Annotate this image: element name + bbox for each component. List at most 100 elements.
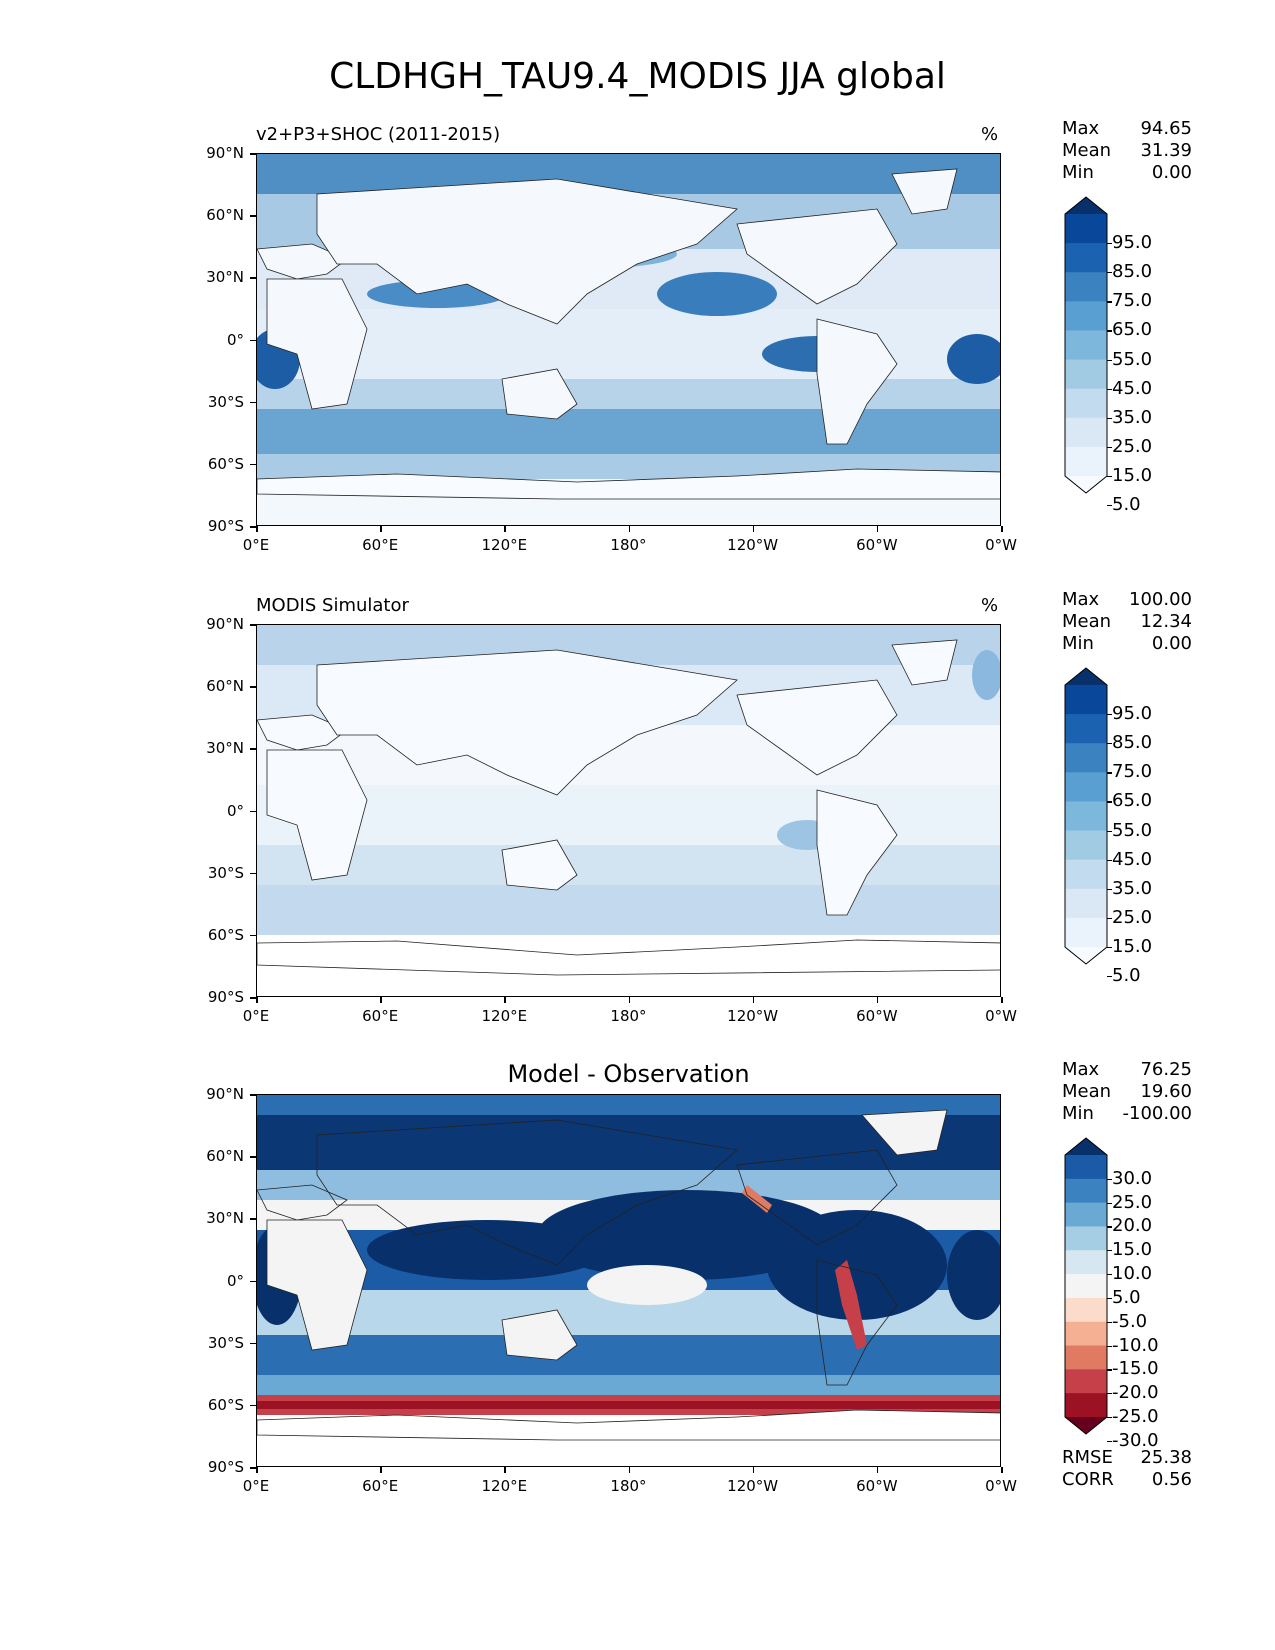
panel-1-map xyxy=(256,153,1001,526)
colorbar-tick xyxy=(1107,976,1112,978)
colorbar-panel-2 xyxy=(1064,667,1108,965)
lon-tick xyxy=(876,1467,879,1473)
stat-value: 100.00 xyxy=(1129,589,1192,610)
lon-tick-label: 60°W xyxy=(856,1007,898,1025)
lat-tick-label: 0° xyxy=(226,801,244,820)
stat-label: Min xyxy=(1062,162,1094,183)
colorbar-label: 15.0 xyxy=(1112,936,1153,957)
colorbar-tick xyxy=(1107,505,1112,507)
lat-tick-label: 90°S xyxy=(207,1458,244,1476)
corr-label: CORR xyxy=(1062,1469,1114,1490)
colorbar-label: 25.0 xyxy=(1112,435,1153,457)
colorbar-band xyxy=(1065,685,1107,715)
lon-tick-label: 120°E xyxy=(481,1007,528,1025)
colorbar-label: 65.0 xyxy=(1112,790,1153,812)
lat-tick xyxy=(250,1218,256,1220)
colorbar-band xyxy=(1065,243,1107,273)
lat-tick xyxy=(250,153,256,155)
colorbar-tick xyxy=(1107,1250,1112,1252)
colorbar-band xyxy=(1065,1345,1107,1370)
colorbar-tick xyxy=(1107,772,1112,774)
colorbar-tick xyxy=(1107,476,1112,478)
stat-value: 12.34 xyxy=(1140,611,1192,632)
lon-tick xyxy=(752,526,755,532)
colorbar-tick xyxy=(1107,359,1112,361)
panel-1-units: % xyxy=(981,124,999,145)
colorbar-label: 30.0 xyxy=(1112,1167,1153,1189)
colorbar-bottom-extend xyxy=(1065,1417,1107,1434)
colorbar-band xyxy=(1065,830,1107,861)
lon-tick xyxy=(876,526,879,532)
colorbar-tick xyxy=(1107,1345,1112,1347)
lon-tick xyxy=(628,997,630,1003)
lat-tick-label: 30°S xyxy=(207,392,244,411)
colorbar-band xyxy=(1065,1250,1107,1275)
lon-tick xyxy=(876,997,879,1003)
lon-tick xyxy=(380,997,382,1003)
lat-tick-label: 30°S xyxy=(207,1333,244,1352)
colorbar-label: -15.0 xyxy=(1112,1358,1159,1380)
lon-tick xyxy=(380,526,382,532)
colorbar-band xyxy=(1065,1297,1107,1323)
lon-tick-label: 0°E xyxy=(242,536,270,554)
stat-label: Mean xyxy=(1062,1081,1112,1102)
stat-label: Min xyxy=(1062,633,1094,654)
lat-tick-label: 60°N xyxy=(206,206,244,225)
colorbar-tick xyxy=(1107,446,1112,449)
lat-tick xyxy=(250,277,256,279)
colorbar-tick xyxy=(1107,830,1112,832)
lon-tick-label: 120°W xyxy=(727,1007,779,1025)
colorbar-panel-3 xyxy=(1064,1137,1108,1435)
lat-tick xyxy=(250,997,256,999)
lat-tick-label: 90°N xyxy=(206,615,244,633)
colorbar-label: 25.0 xyxy=(1112,906,1153,928)
stat-label: Max xyxy=(1062,589,1100,610)
colorbar-tick xyxy=(1107,417,1112,419)
lat-tick xyxy=(250,215,256,217)
lat-tick xyxy=(250,686,256,688)
lon-tick-label: 60°W xyxy=(856,536,898,554)
stat-value: 76.25 xyxy=(1140,1059,1192,1080)
stat-label: Mean xyxy=(1062,611,1112,632)
colorbar-label: -10.0 xyxy=(1112,1334,1159,1356)
stat-value: 19.60 xyxy=(1140,1081,1192,1102)
lon-tick xyxy=(1001,997,1003,1003)
colorbar-tick xyxy=(1107,1178,1112,1180)
panel-2-stats: Max 100.00 Mean 12.34 Min 0.00 xyxy=(1062,589,1192,655)
stat-value: 0.00 xyxy=(1151,633,1192,654)
panel-3-stats: Max 76.25 Mean 19.60 Min -100.00 xyxy=(1062,1059,1192,1125)
colorbar-label: 15.0 xyxy=(1112,465,1153,486)
colorbar-label: -20.0 xyxy=(1112,1382,1159,1404)
colorbar-band xyxy=(1065,859,1107,890)
colorbar-label: -5.0 xyxy=(1112,1310,1148,1332)
colorbar-tick xyxy=(1107,272,1112,274)
colorbar-top-extend xyxy=(1065,1138,1107,1155)
lat-tick-label: 90°S xyxy=(207,988,244,1006)
panel-2-units: % xyxy=(981,595,999,616)
colorbar-band xyxy=(1065,714,1107,744)
colorbar-tick xyxy=(1107,801,1112,803)
lat-tick xyxy=(250,624,256,626)
colorbar-band xyxy=(1065,772,1107,802)
colorbar-tick xyxy=(1107,243,1112,245)
colorbar-tick xyxy=(1107,1226,1112,1228)
colorbar-band xyxy=(1065,1393,1107,1418)
lat-tick-label: 60°N xyxy=(206,677,244,696)
colorbar-label: 5.0 xyxy=(1112,494,1141,516)
colorbar-tick xyxy=(1107,947,1112,949)
colorbar-band xyxy=(1065,888,1107,919)
lat-tick xyxy=(250,934,256,937)
colorbar-label: 15.0 xyxy=(1112,1239,1153,1261)
lat-tick xyxy=(250,1404,256,1407)
lon-tick xyxy=(1001,1467,1003,1473)
stat-value: 0.00 xyxy=(1151,162,1192,183)
colorbar-tick xyxy=(1107,301,1112,303)
colorbar-band xyxy=(1065,1202,1107,1227)
lon-tick-label: 60°W xyxy=(856,1477,898,1495)
lon-tick xyxy=(504,526,506,532)
colorbar-band xyxy=(1065,359,1107,390)
lon-tick xyxy=(628,526,630,532)
lat-tick-label: 60°S xyxy=(207,1395,244,1414)
stat-label: Max xyxy=(1062,118,1100,139)
colorbar-label: 10.0 xyxy=(1112,1263,1153,1285)
